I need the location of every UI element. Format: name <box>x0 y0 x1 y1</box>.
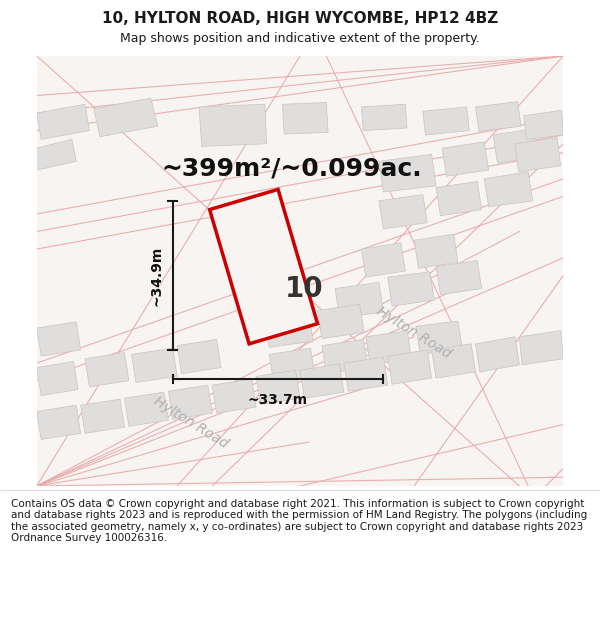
Text: Map shows position and indicative extent of the property.: Map shows position and indicative extent… <box>120 32 480 45</box>
Polygon shape <box>283 102 328 134</box>
Polygon shape <box>442 142 488 176</box>
Polygon shape <box>416 321 463 354</box>
Polygon shape <box>94 98 158 137</box>
Polygon shape <box>436 261 482 295</box>
Polygon shape <box>37 139 76 170</box>
Text: ~399m²/~0.099ac.: ~399m²/~0.099ac. <box>161 156 422 181</box>
Polygon shape <box>209 189 317 344</box>
Polygon shape <box>476 337 520 372</box>
Polygon shape <box>366 331 412 365</box>
Text: Contains OS data © Crown copyright and database right 2021. This information is : Contains OS data © Crown copyright and d… <box>11 499 587 543</box>
Polygon shape <box>256 370 300 404</box>
Polygon shape <box>317 304 364 339</box>
Polygon shape <box>177 339 221 374</box>
Polygon shape <box>361 104 407 131</box>
Text: ~33.7m: ~33.7m <box>248 393 308 407</box>
Polygon shape <box>515 138 560 172</box>
Text: 10: 10 <box>285 274 324 302</box>
Polygon shape <box>322 339 368 374</box>
Polygon shape <box>131 348 177 382</box>
Polygon shape <box>269 348 315 382</box>
Polygon shape <box>379 154 436 192</box>
Polygon shape <box>379 194 427 229</box>
Polygon shape <box>524 111 563 139</box>
Polygon shape <box>388 350 431 384</box>
Polygon shape <box>344 357 388 391</box>
Polygon shape <box>169 385 212 419</box>
Polygon shape <box>80 399 124 433</box>
Polygon shape <box>414 234 458 268</box>
Polygon shape <box>37 104 89 139</box>
Polygon shape <box>388 272 434 306</box>
Polygon shape <box>493 129 537 163</box>
Polygon shape <box>212 379 256 413</box>
Polygon shape <box>37 322 80 356</box>
Polygon shape <box>265 313 313 348</box>
Text: 10, HYLTON ROAD, HIGH WYCOMBE, HP12 4BZ: 10, HYLTON ROAD, HIGH WYCOMBE, HP12 4BZ <box>102 11 498 26</box>
Polygon shape <box>520 331 563 365</box>
Polygon shape <box>37 405 80 439</box>
Polygon shape <box>300 364 344 398</box>
Polygon shape <box>37 361 78 396</box>
Polygon shape <box>476 102 521 131</box>
Text: ~34.9m: ~34.9m <box>150 245 164 306</box>
Polygon shape <box>423 107 469 135</box>
Polygon shape <box>199 104 266 146</box>
Polygon shape <box>484 172 533 207</box>
Text: Hylton Road: Hylton Road <box>374 304 454 361</box>
Polygon shape <box>335 282 383 318</box>
Polygon shape <box>37 56 563 486</box>
Polygon shape <box>361 243 406 277</box>
Text: Hylton Road: Hylton Road <box>151 394 230 451</box>
Polygon shape <box>436 181 482 216</box>
Polygon shape <box>85 352 129 387</box>
Polygon shape <box>431 344 476 378</box>
Polygon shape <box>124 392 169 426</box>
